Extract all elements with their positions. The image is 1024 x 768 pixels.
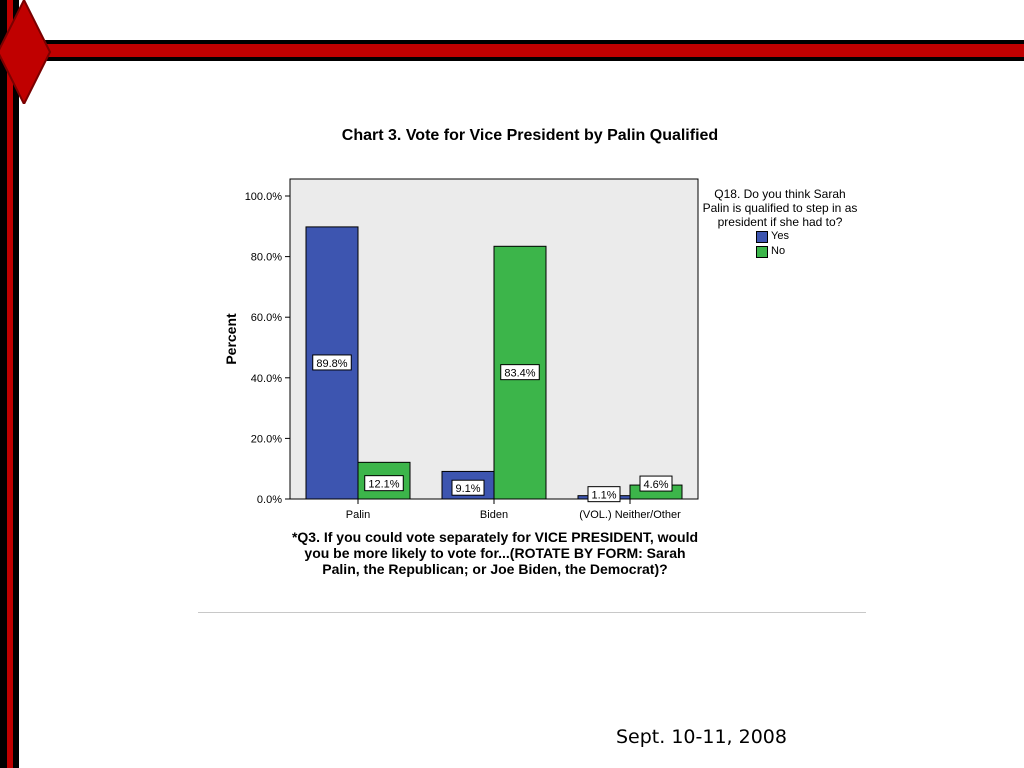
slide-date: Sept. 10-11, 2008 bbox=[616, 726, 787, 748]
data-label-box bbox=[587, 486, 621, 503]
legend-item-no: No bbox=[756, 244, 860, 259]
y-tick-label: 80.0% bbox=[251, 252, 282, 264]
data-label: 9.1% bbox=[455, 483, 480, 495]
y-tick-label: 100.0% bbox=[245, 191, 283, 203]
legend-label: Yes bbox=[771, 230, 789, 242]
data-label-box bbox=[312, 354, 352, 371]
chart-title: Chart 3. Vote for Vice President by Pali… bbox=[341, 127, 719, 144]
y-tick-label: 60.0% bbox=[251, 312, 282, 324]
y-axis-label: Percent bbox=[223, 313, 239, 365]
y-tick-label: 0.0% bbox=[257, 494, 282, 506]
legend-item-yes: Yes bbox=[756, 229, 860, 244]
top-accent-bar-stripe bbox=[19, 44, 1024, 57]
diamond-icon bbox=[0, 0, 52, 104]
x-tick-label: (VOL.) Neither/Other bbox=[579, 509, 681, 521]
data-label: 12.1% bbox=[368, 479, 399, 491]
legend-title: Q18. Do you think Sarah Palin is qualifi… bbox=[702, 187, 858, 229]
legend-label: No bbox=[771, 245, 786, 257]
x-tick-label: Palin bbox=[346, 509, 370, 521]
y-tick-label: 20.0% bbox=[251, 433, 282, 445]
legend-swatch bbox=[756, 245, 768, 258]
data-label-box bbox=[364, 475, 404, 492]
chart-legend: Q18. Do you think Sarah Palin is qualifi… bbox=[700, 187, 860, 259]
separator-line bbox=[198, 612, 866, 613]
data-label: 4.6% bbox=[643, 479, 668, 491]
data-label: 83.4% bbox=[504, 368, 535, 380]
left-accent-bar-stripe bbox=[7, 0, 13, 768]
data-label: 1.1% bbox=[591, 490, 616, 502]
data-label-box bbox=[451, 479, 485, 496]
x-axis-label: *Q3. If you could vote separately for VI… bbox=[291, 529, 699, 577]
data-label-box bbox=[639, 475, 673, 492]
y-tick-label: 40.0% bbox=[251, 373, 282, 385]
data-label-box bbox=[500, 364, 540, 381]
x-tick-label: Biden bbox=[480, 509, 508, 521]
legend-swatch bbox=[756, 230, 768, 243]
data-label: 89.8% bbox=[316, 358, 347, 370]
